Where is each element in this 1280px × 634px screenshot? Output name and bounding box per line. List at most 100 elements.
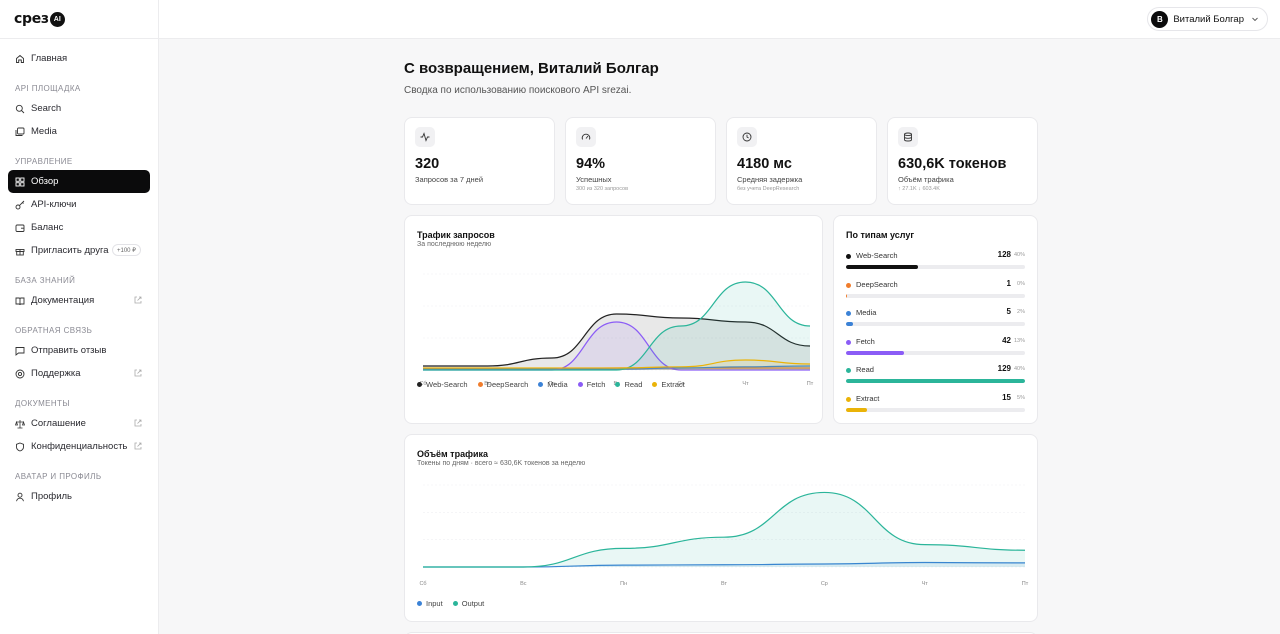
- x-tick-label: Сб: [419, 381, 426, 387]
- sidebar-item-agreement[interactable]: Соглашение: [0, 412, 158, 435]
- series-area-output: [423, 492, 1025, 567]
- stat-value: 94%: [576, 156, 606, 172]
- series-area-fetch: [423, 322, 810, 370]
- logo[interactable]: срез AI: [0, 0, 158, 39]
- service-dot: [846, 254, 851, 259]
- shield-icon: [15, 442, 25, 452]
- sidebar-item-label: Соглашение: [31, 418, 86, 429]
- x-tick-label: Сб: [419, 581, 426, 587]
- service-progress-fill: [846, 350, 905, 355]
- services-title: По типам услуг: [846, 230, 915, 240]
- stat-label: Успешных: [576, 175, 612, 184]
- search-icon: [15, 104, 25, 114]
- x-tick-label: Чт: [922, 581, 929, 587]
- sidebar-item-label: Отправить отзыв: [31, 345, 107, 356]
- key-icon: [15, 200, 25, 210]
- legend-dot: [452, 601, 458, 606]
- legend-item-web-search[interactable]: Web-Search: [417, 380, 468, 389]
- service-dot: [846, 368, 851, 374]
- sidebar-item-invite[interactable]: Пригласить друга +100 ₽: [0, 239, 158, 262]
- legend-dot: [477, 382, 483, 387]
- sidebar-item-label: Документация: [31, 295, 95, 306]
- series-line-output: [423, 491, 1026, 568]
- activity-icon: [415, 127, 435, 147]
- legend-dot: [417, 382, 422, 387]
- legend-item-media[interactable]: Media: [538, 380, 568, 389]
- external-link-icon: [134, 296, 142, 304]
- service-row-media: Media 5 2%: [846, 307, 1025, 334]
- service-progress-track: [846, 322, 1025, 327]
- external-link-icon: [134, 369, 142, 377]
- service-dot: [846, 311, 851, 317]
- x-tick-label: Ср: [821, 581, 828, 587]
- book-icon: [15, 296, 25, 306]
- clock-icon: [737, 127, 757, 147]
- service-progress-track: [846, 265, 1025, 269]
- sidebar-item-docs[interactable]: Документация: [0, 289, 158, 312]
- stat-card-requests: 320 Запросов за 7 дней: [404, 117, 555, 205]
- stat-sub: без учета DeepResearch: [737, 186, 800, 192]
- section-title-knowledge: БАЗА ЗНАНИЙ: [15, 275, 76, 285]
- sidebar-item-home[interactable]: Главная: [0, 47, 158, 70]
- section-title-manage: УПРАВЛЕНИЕ: [15, 156, 73, 166]
- sidebar-item-api-keys[interactable]: API-ключи: [0, 193, 158, 216]
- logo-text: срез: [14, 11, 49, 27]
- legend-item-fetch[interactable]: Fetch: [577, 380, 606, 389]
- service-dot: [846, 397, 851, 402]
- legend-item-extract[interactable]: Extract: [652, 380, 685, 389]
- avatar: В: [1151, 10, 1169, 28]
- sidebar-item-label: Поддержка: [31, 368, 81, 379]
- volume-chart-legend: Input Output: [417, 599, 484, 608]
- topbar: В Виталий Болгар: [159, 0, 1280, 39]
- sidebar-item-support[interactable]: Поддержка: [0, 362, 158, 385]
- service-dot: [846, 282, 851, 288]
- sidebar-item-label: API-ключи: [31, 199, 77, 210]
- stat-card-traffic: 630,6K токенов Объём трафика ↑ 27.1K ↓ 6…: [887, 117, 1038, 205]
- user-menu-button[interactable]: В Виталий Болгар: [1147, 7, 1268, 31]
- sidebar-item-search[interactable]: Search: [0, 97, 158, 120]
- lifebuoy-icon: [15, 369, 25, 379]
- legend-label: Read: [624, 380, 643, 389]
- user-name: Виталий Болгар: [1173, 13, 1244, 25]
- x-tick-label: Вс: [484, 381, 491, 387]
- legend-label: Fetch: [586, 380, 606, 389]
- stat-sub: 300 из 320 запросов: [576, 186, 629, 192]
- sidebar: срез AI Главная API ПЛОЩАДКА Search Medi…: [0, 0, 159, 634]
- sidebar-item-label: Обзор: [31, 176, 59, 187]
- sidebar-item-label: Конфиденциальность: [31, 441, 128, 452]
- legend-item-input[interactable]: Input: [417, 599, 443, 608]
- x-tick-label: Пт: [807, 381, 814, 387]
- sidebar-item-profile[interactable]: Профиль: [0, 485, 158, 508]
- sidebar-item-label: Пригласить друга: [31, 245, 109, 256]
- stat-value: 630,6K токенов: [898, 156, 1007, 172]
- external-link-icon: [134, 419, 142, 427]
- sidebar-item-balance[interactable]: Баланс: [0, 216, 158, 239]
- section-title-api: API ПЛОЩАДКА: [15, 83, 81, 93]
- sidebar-item-overview[interactable]: Обзор: [8, 170, 150, 193]
- x-tick-label: Чт: [742, 381, 749, 387]
- volume-chart-title: Объём трафика: [417, 449, 488, 459]
- service-progress-track: [846, 293, 1025, 298]
- service-percent: 2%: [1017, 309, 1025, 316]
- service-percent: 40%: [1013, 366, 1025, 373]
- stat-sub: ↑ 27.1K ↓ 603.4K: [898, 186, 940, 192]
- series-line-extract: [423, 359, 811, 369]
- sidebar-item-media[interactable]: Media: [0, 120, 158, 143]
- legend-item-output[interactable]: Output: [452, 599, 484, 608]
- page-subtitle: Сводка по использованию поискового API s…: [404, 85, 632, 96]
- stat-value: 4180 мс: [737, 156, 792, 172]
- legend-item-deepsearch[interactable]: DeepSearch: [477, 380, 528, 389]
- service-percent: 40%: [1013, 252, 1025, 258]
- service-count: 5: [1006, 307, 1011, 317]
- database-icon: [898, 127, 918, 147]
- sidebar-item-send-feedback[interactable]: Отправить отзыв: [0, 339, 158, 362]
- service-percent: 5%: [1017, 395, 1025, 401]
- section-title-profile: АВАТАР И ПРОФИЛЬ: [15, 471, 102, 481]
- service-progress-fill: [846, 408, 867, 412]
- traffic-chart-card: Трафик запросов За последнюю неделю Сб Вс…: [404, 215, 823, 424]
- stat-label: Запросов за 7 дней: [415, 175, 484, 184]
- service-name: DeepSearch: [856, 279, 898, 289]
- legend-item-read[interactable]: Read: [615, 380, 642, 389]
- sidebar-item-privacy[interactable]: Конфиденциальность: [0, 435, 158, 458]
